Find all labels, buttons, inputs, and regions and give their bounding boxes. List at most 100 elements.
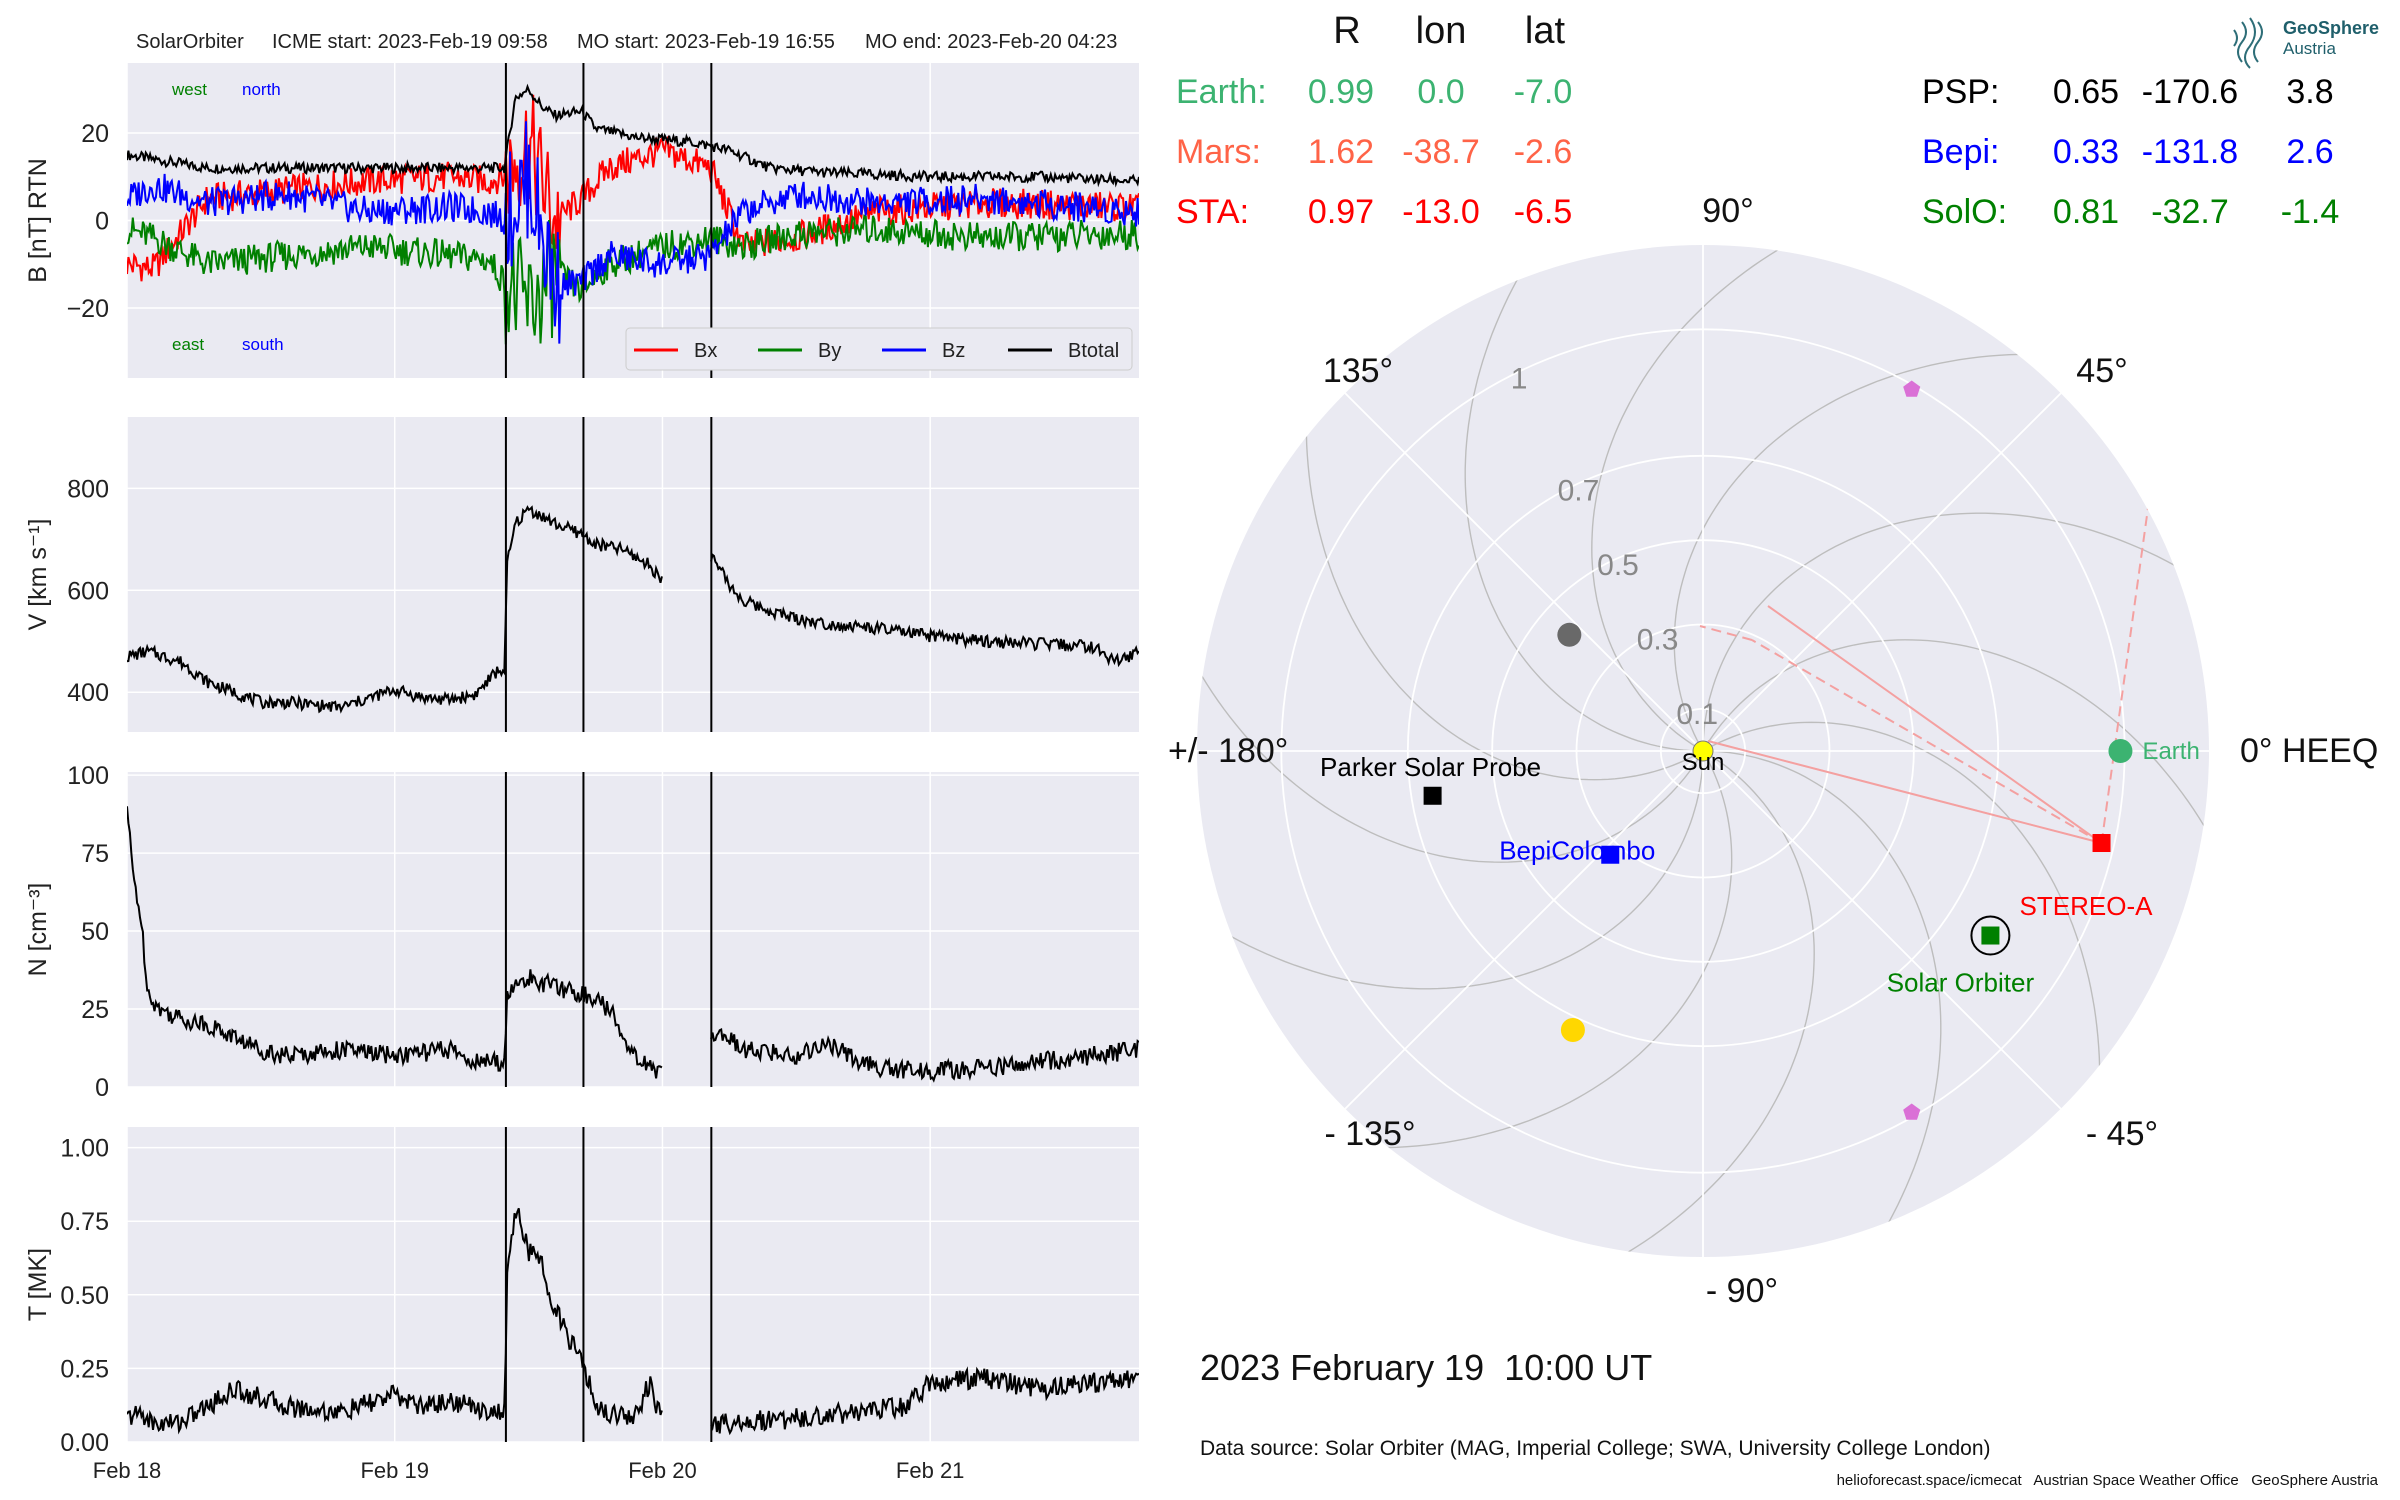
row-r: 1.62 <box>1308 133 1374 171</box>
y-tick-label: 0.75 <box>60 1208 109 1236</box>
series-by <box>127 214 1139 345</box>
row-lon: -13.0 <box>1402 193 1480 231</box>
angle-label: 90° <box>1702 192 1753 230</box>
y-axis-label: N [cm⁻³] <box>24 883 52 977</box>
geosphere-logo: GeoSphere Austria <box>2233 17 2379 69</box>
y-tick-label: 600 <box>67 577 109 605</box>
x-tick-label: Feb 20 <box>628 1458 697 1483</box>
y-tick-label: 400 <box>67 679 109 707</box>
position-row-psp: PSP: 0.65 -170.6 3.8 <box>1922 73 2334 111</box>
series-n <box>127 806 1139 1083</box>
header-mo-end: MO end: 2023-Feb-20 04:23 <box>865 31 1117 53</box>
row-lat: -6.5 <box>1514 193 1573 231</box>
spiral-line <box>1197 647 1704 863</box>
legend-label-btotal: Btotal <box>1068 340 1119 362</box>
marker-parker-solar-probe <box>1423 786 1442 805</box>
x-tick-label: Feb 19 <box>360 1458 429 1483</box>
spiral-line <box>1702 750 1942 1251</box>
y-tick-label: 0 <box>95 208 109 236</box>
credits: helioforecast.space/icmecat Austrian Spa… <box>1837 1472 2379 1489</box>
spiral-line <box>1599 750 1815 1257</box>
label-solar-orbiter: Solar Orbiter <box>1887 968 2035 998</box>
row-r: 0.99 <box>1308 73 1374 111</box>
label-south: south <box>242 335 284 354</box>
row-lon: -38.7 <box>1402 133 1480 171</box>
row-name: Mars: <box>1176 133 1261 171</box>
row-name: STA: <box>1176 193 1249 231</box>
fov-line <box>1767 605 2103 844</box>
y-tick-label: 0.25 <box>60 1355 109 1383</box>
geosphere-logo-icon <box>2233 17 2263 69</box>
y-tick-label: 20 <box>81 120 109 148</box>
angle-spoke <box>1702 392 2062 752</box>
logo-line-2: Austria <box>2283 39 2336 58</box>
row-r: 0.81 <box>2053 193 2119 231</box>
position-row-mars: Mars: 1.62 -38.7 -2.6 <box>1176 133 1572 171</box>
legend-box <box>625 327 1133 371</box>
header-spacecraft: SolarOrbiter <box>136 31 244 53</box>
angle-label: - 45° <box>2086 1115 2158 1153</box>
row-name: PSP: <box>1922 73 1999 111</box>
date-label: 2023 February 19 10:00 UT <box>1200 1347 1652 1388</box>
spiral-line <box>1203 750 1704 990</box>
y-tick-label: 100 <box>67 762 109 790</box>
angle-spoke <box>1344 750 1704 1110</box>
header-icme-start: ICME start: 2023-Feb-19 09:58 <box>272 31 548 53</box>
row-r: 0.33 <box>2053 133 2119 171</box>
radial-tick-label: 0.3 <box>1637 623 1679 656</box>
row-lat: 2.6 <box>2286 133 2333 171</box>
position-polar-plot: 0.1 0.3 0.5 0.7 1 0° HEEQ 45° 90° 135° +/- 180° - … <box>1168 192 2378 1310</box>
row-lon: -131.8 <box>2142 133 2238 171</box>
row-name: Bepi: <box>1922 133 2000 171</box>
spiral-line <box>1702 721 2101 1099</box>
spiral-line <box>1673 353 2051 752</box>
panel-v-panel: 400 600 800 V [km s⁻¹] <box>24 417 1139 732</box>
series-btotal <box>127 83 1139 188</box>
row-r: 0.65 <box>2053 73 2119 111</box>
series-v <box>127 505 1139 714</box>
position-row-solo: SolO: 0.81 -32.7 -1.4 <box>1922 193 2339 231</box>
stereo-a-fov <box>1699 507 2149 844</box>
row-lon: -170.6 <box>2142 73 2238 111</box>
y-tick-label: 25 <box>81 996 109 1024</box>
y-axis-label: V [km s⁻¹] <box>24 519 52 631</box>
angle-label: 135° <box>1323 352 1393 390</box>
y-tick-label: 50 <box>81 918 109 946</box>
y-tick-label: −20 <box>67 295 109 323</box>
y-tick-label: 1.00 <box>60 1135 109 1163</box>
spiral-line <box>1464 251 1704 752</box>
position-table: R lon lat Earth: 0.99 0.0 -7.0 Mars: 1.62 -38.… <box>1176 10 2339 231</box>
col-header-lat: lat <box>1525 10 1566 52</box>
radial-tick-label: 0.7 <box>1558 474 1600 507</box>
label-earth: Earth <box>2142 738 2199 765</box>
panel-t-panel: 0.00 0.25 0.50 0.75 1.00 T [MK] Feb 18 Feb 19 Fe… <box>24 1127 1139 1483</box>
position-row-sta: STA: 0.97 -13.0 -6.5 <box>1176 193 1572 231</box>
fov-line-dashed <box>1707 740 2102 844</box>
marker-earth <box>2108 739 2133 763</box>
marker-venus <box>1560 1017 1585 1042</box>
fov-line-dashed <box>1751 639 2103 844</box>
row-lat: 3.8 <box>2286 73 2333 111</box>
spiral-line <box>1355 750 1733 1149</box>
label-bepicolombo: BepiColombo <box>1499 836 1655 866</box>
radial-tick-label: 1 <box>1511 363 1528 396</box>
panel-b-panel: −20 0 20 B [nT] RTN west north east south Bx By Bz… <box>24 63 1139 378</box>
parker-spirals <box>1197 245 2209 1257</box>
panel-background <box>127 772 1139 1087</box>
series-group <box>127 1207 1139 1436</box>
row-lat: -7.0 <box>1514 73 1573 111</box>
position-row-earth: Earth: 0.99 0.0 -7.0 <box>1176 73 1572 111</box>
legend-label-bz: Bz <box>942 340 965 362</box>
row-lon: -32.7 <box>2151 193 2229 231</box>
row-r: 0.97 <box>1308 193 1374 231</box>
fov-line-dashed <box>2100 507 2149 844</box>
label-east: east <box>172 335 204 354</box>
col-header-r: R <box>1333 10 1360 52</box>
angle-spoke <box>1344 392 1704 752</box>
y-axis-label: B [nT] RTN <box>24 158 52 283</box>
label-sun: Sun <box>1682 749 1725 776</box>
marker-solar-orbiter <box>1981 926 2000 945</box>
marker-bepicolombo <box>1601 845 1620 864</box>
spiral-line <box>1702 639 2209 855</box>
panel-n-panel: 0 25 50 75 100 N [cm⁻³] <box>24 762 1139 1102</box>
